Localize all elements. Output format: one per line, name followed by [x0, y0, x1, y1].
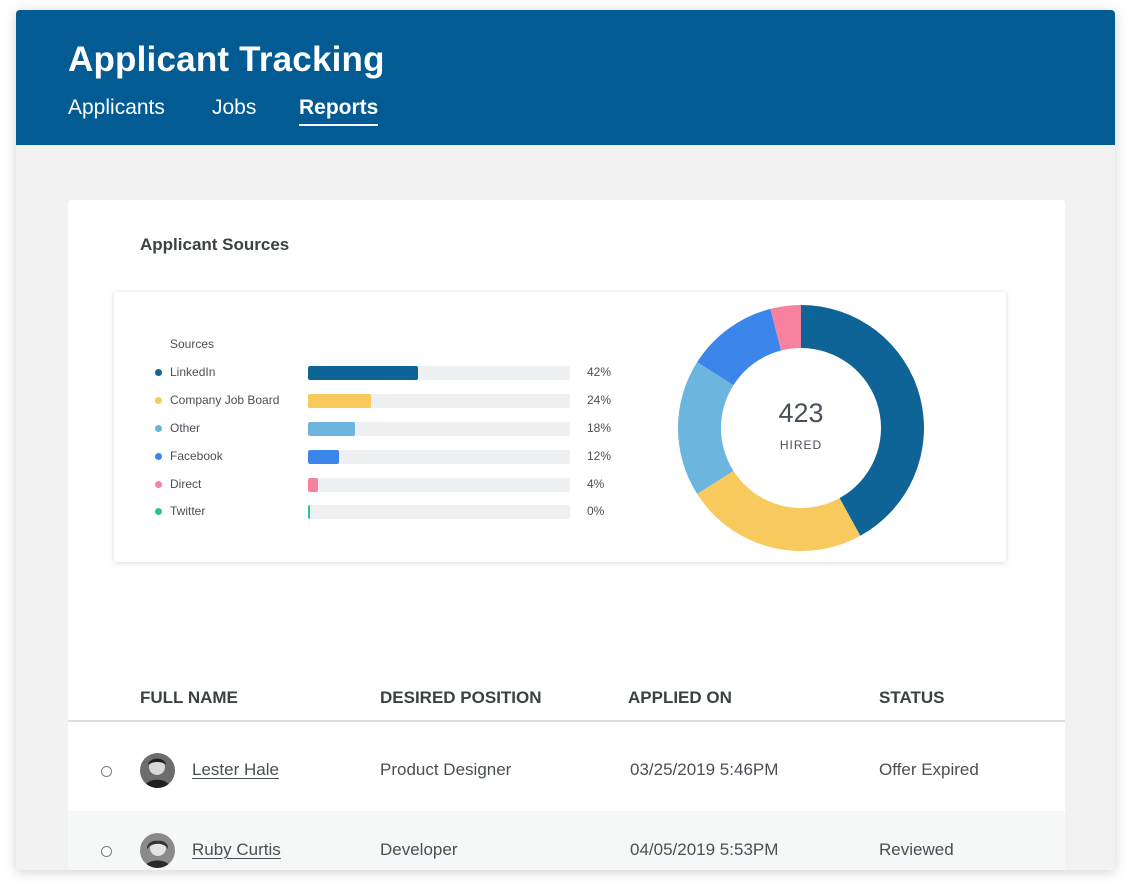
sources-heading: Sources — [170, 337, 215, 351]
source-percent: 4% — [587, 477, 605, 491]
column-applied-on[interactable]: APPLIED ON — [628, 688, 732, 707]
chart-panel: Sources LinkedIn 42% Company Job Board 24% O… — [114, 292, 1006, 562]
table-header: FULL NAME DESIRED POSITION APPLIED ON ST… — [68, 670, 1065, 722]
source-bar-company-job-board — [308, 394, 371, 408]
status-text: Offer Expired — [879, 760, 979, 779]
source-label: Company Job Board — [170, 393, 280, 407]
source-label: Other — [170, 421, 201, 435]
app-window: Applicant Tracking Applicants Jobs Repor… — [16, 10, 1115, 870]
legend-dot-icon — [155, 508, 162, 515]
desired-position: Developer — [380, 840, 458, 859]
source-bar-track — [308, 422, 570, 436]
row-select-radio[interactable] — [101, 766, 112, 777]
donut-svg — [678, 305, 924, 551]
tab-applicants[interactable]: Applicants — [68, 96, 165, 119]
source-bar-facebook — [308, 450, 340, 464]
source-label: LinkedIn — [170, 365, 216, 379]
column-status[interactable]: STATUS — [879, 688, 945, 707]
source-percent: 0% — [587, 504, 605, 518]
source-bar-track — [308, 505, 570, 519]
source-percent: 12% — [587, 449, 612, 463]
hired-count: 423 — [778, 398, 824, 428]
desired-position: Product Designer — [380, 760, 512, 779]
section-title: Applicant Sources — [140, 235, 290, 254]
applied-on: 03/25/2019 5:46PM — [630, 760, 779, 779]
source-label: Direct — [170, 477, 202, 491]
applicant-name-link[interactable]: Lester Hale — [192, 760, 279, 779]
source-row-company-job-board: Company Job Board 24% — [114, 391, 634, 411]
table-row[interactable]: Lester Hale Product Designer 03/25/2019 … — [68, 731, 1065, 811]
tab-reports[interactable]: Reports — [299, 96, 379, 126]
legend-dot-icon — [155, 369, 162, 376]
donut-slice-linkedin — [801, 305, 924, 536]
avatar — [140, 833, 175, 868]
source-row-twitter: Twitter 0% — [114, 502, 634, 522]
report-card: Applicant Sources Sources LinkedIn 42% Com… — [68, 200, 1065, 870]
applicant-name-link[interactable]: Ruby Curtis — [192, 840, 281, 859]
source-row-direct: Direct 4% — [114, 475, 634, 495]
source-percent: 18% — [587, 421, 612, 435]
source-bar-linkedin — [308, 366, 419, 380]
donut-slice-direct — [770, 305, 801, 351]
legend-dot-icon — [155, 397, 162, 404]
column-full-name[interactable]: FULL NAME — [140, 688, 238, 707]
donut-chart: 423 HIRED — [676, 303, 926, 553]
avatar — [140, 753, 175, 788]
app-title: Applicant Tracking — [68, 40, 385, 79]
source-row-facebook: Facebook 12% — [114, 447, 634, 467]
source-label: Facebook — [170, 449, 223, 463]
column-desired-position[interactable]: DESIRED POSITION — [380, 688, 542, 707]
row-select-radio[interactable] — [101, 846, 112, 857]
tab-jobs[interactable]: Jobs — [212, 96, 257, 119]
source-label: Twitter — [170, 504, 206, 518]
legend-dot-icon — [155, 425, 162, 432]
legend-dot-icon — [155, 453, 162, 460]
source-percent: 24% — [587, 393, 612, 407]
source-bar-other — [308, 422, 356, 436]
source-row-linkedin: LinkedIn 42% — [114, 363, 634, 383]
status-text: Reviewed — [879, 840, 954, 859]
applied-on: 04/05/2019 5:53PM — [630, 840, 779, 859]
source-bar-twitter — [308, 505, 310, 519]
source-bar-track — [308, 478, 570, 492]
donut-slice-other — [678, 362, 734, 494]
source-percent: 42% — [587, 365, 612, 379]
donut-slice-facebook — [697, 308, 782, 386]
source-bar-track — [308, 366, 570, 380]
source-row-other: Other 18% — [114, 419, 634, 439]
source-bar-track — [308, 394, 570, 408]
source-bar-track — [308, 450, 570, 464]
legend-dot-icon — [155, 481, 162, 488]
source-bar-direct — [308, 478, 319, 492]
app-header: Applicant Tracking Applicants Jobs Repor… — [16, 10, 1115, 145]
donut-slice-company-job-board — [697, 470, 861, 551]
table-row[interactable]: Ruby Curtis Developer 04/05/2019 5:53PM … — [68, 811, 1065, 870]
hired-label: HIRED — [779, 438, 823, 452]
